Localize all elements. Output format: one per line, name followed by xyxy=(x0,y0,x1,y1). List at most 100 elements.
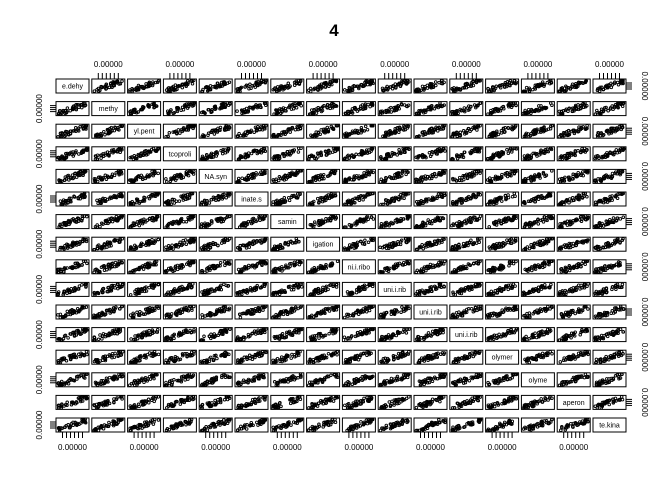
panel-7-4 xyxy=(198,236,233,252)
data-point xyxy=(138,85,142,89)
data-point xyxy=(350,110,354,114)
panel-5-3 xyxy=(162,191,197,207)
data-point xyxy=(486,86,490,91)
data-point xyxy=(309,108,314,112)
panel-6-8 xyxy=(341,214,376,230)
data-point xyxy=(175,84,180,88)
data-point xyxy=(564,88,568,93)
panel-5-13 xyxy=(520,191,555,207)
data-point xyxy=(358,106,363,111)
data-point xyxy=(235,109,239,113)
data-point xyxy=(190,82,195,86)
panel-frame xyxy=(55,78,90,94)
panel-4-1 xyxy=(91,168,126,184)
data-point xyxy=(455,88,460,92)
data-point xyxy=(188,102,193,107)
data-point xyxy=(164,88,169,92)
data-point xyxy=(184,84,188,89)
data-point xyxy=(364,80,369,85)
data-point xyxy=(514,81,518,86)
panel-3-8 xyxy=(341,146,376,162)
data-point xyxy=(322,104,326,108)
data-point xyxy=(356,84,360,88)
panel-5-6 xyxy=(270,191,305,207)
panel-1-11 xyxy=(449,101,484,117)
data-point xyxy=(385,84,389,89)
data-point xyxy=(431,84,435,89)
panel-3-14 xyxy=(556,146,591,162)
panel-7-3 xyxy=(162,236,197,252)
data-point xyxy=(491,85,495,89)
panel-2-6 xyxy=(270,123,305,139)
panel-1-7 xyxy=(306,101,341,117)
data-point xyxy=(258,82,262,87)
data-point xyxy=(316,85,320,89)
data-point xyxy=(368,104,372,109)
panel-3-15 xyxy=(592,146,627,162)
panel-8-0 xyxy=(55,259,90,275)
data-point xyxy=(433,80,438,84)
data-point xyxy=(211,85,215,89)
data-point xyxy=(154,80,158,85)
panel-2-3 xyxy=(162,123,197,139)
panel-3-6 xyxy=(270,146,305,162)
panel-2-5 xyxy=(234,123,269,139)
panel-0-1 xyxy=(91,78,126,94)
panel-3-3: tcoproli xyxy=(162,146,197,162)
data-point xyxy=(492,88,496,93)
data-point xyxy=(536,83,541,88)
panel-7-11 xyxy=(449,236,484,252)
data-point xyxy=(363,83,367,87)
panel-8-2 xyxy=(127,259,162,275)
data-point xyxy=(541,82,545,87)
panel-0-6 xyxy=(270,78,305,94)
data-point xyxy=(347,88,352,92)
panel-6-10 xyxy=(413,214,448,230)
data-point xyxy=(419,88,423,92)
data-point xyxy=(342,88,347,92)
panel-6-13 xyxy=(520,214,555,230)
data-point xyxy=(134,85,139,90)
data-point xyxy=(507,83,511,87)
data-point xyxy=(279,107,284,112)
data-point xyxy=(111,80,115,84)
data-point xyxy=(609,85,614,90)
data-point xyxy=(576,80,581,84)
panel-1-9 xyxy=(377,101,412,117)
panel-0-11 xyxy=(449,78,484,94)
data-point xyxy=(131,108,136,112)
data-point xyxy=(172,88,176,93)
panel-7-15 xyxy=(592,236,627,252)
data-point xyxy=(353,106,357,110)
data-point xyxy=(61,109,65,114)
data-point xyxy=(141,106,145,110)
data-point xyxy=(322,81,327,85)
data-point xyxy=(192,101,197,105)
data-point xyxy=(152,105,156,110)
panel-2-2: yl.pent xyxy=(127,123,162,139)
data-point xyxy=(612,81,617,86)
data-point xyxy=(115,81,119,85)
data-point xyxy=(100,85,104,89)
panel-0-13 xyxy=(520,78,555,94)
data-point xyxy=(128,89,132,94)
data-point xyxy=(527,86,532,91)
panel-7-13 xyxy=(520,236,555,252)
panel-grid: e.dehymethyyl.penttcoproliNA.syninate.ss… xyxy=(55,78,627,433)
panel-1-8 xyxy=(341,101,376,117)
data-point xyxy=(68,108,72,113)
data-point xyxy=(207,107,211,112)
panel-1-15 xyxy=(592,101,627,117)
panel-2-14 xyxy=(556,123,591,139)
panel-6-6: samin xyxy=(270,214,305,230)
panel-1-12 xyxy=(485,101,520,117)
data-point xyxy=(283,108,287,113)
panel-6-4 xyxy=(198,214,233,230)
panel-0-3 xyxy=(162,78,197,94)
panel-5-11 xyxy=(449,191,484,207)
data-point xyxy=(235,87,240,91)
panel-2-9 xyxy=(377,123,412,139)
panel-5-8 xyxy=(341,191,376,207)
data-point xyxy=(325,82,329,87)
panel-6-0 xyxy=(55,214,90,230)
